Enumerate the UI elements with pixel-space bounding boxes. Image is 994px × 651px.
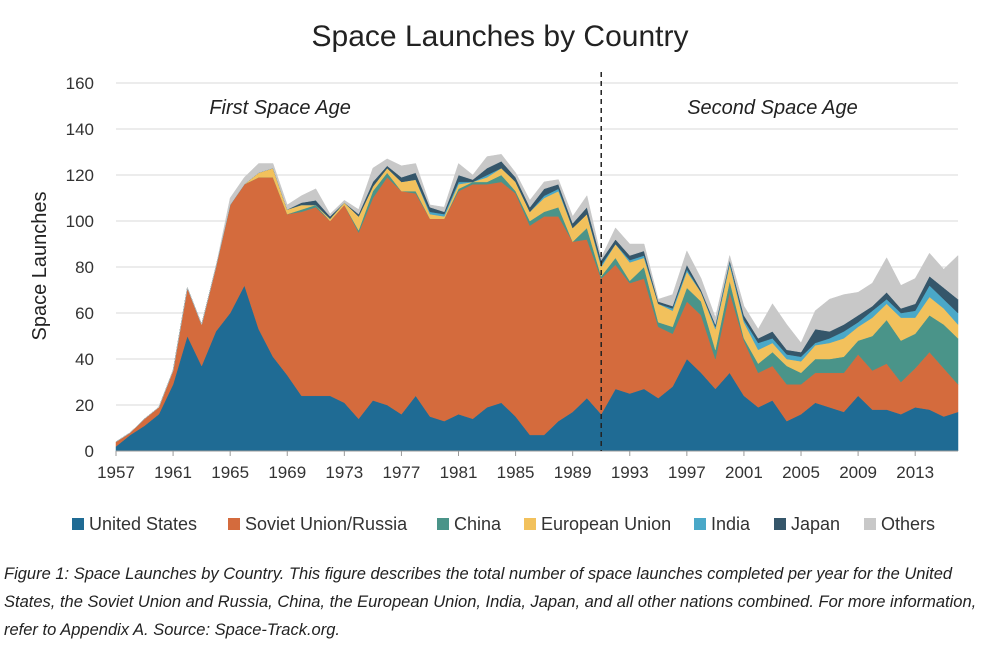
legend-label: Others (881, 514, 935, 534)
chart: Space Launches by Country Space Launches… (29, 20, 959, 534)
legend-swatch (694, 518, 706, 530)
x-tick-label: 1957 (97, 463, 135, 482)
axes: 1957 1961 1965 1969 1973 1977 1981 1985 1989 1993… (97, 450, 958, 482)
figure-caption: Figure 1: Space Launches by Country. Thi… (4, 565, 977, 639)
legend-swatch (437, 518, 449, 530)
x-tick-label: 1985 (497, 463, 535, 482)
x-tick-label: 1997 (668, 463, 706, 482)
y-tick-label: 80 (75, 258, 94, 277)
y-tick-label: 160 (66, 74, 94, 93)
annotations: First Space Age Second Space Age (209, 72, 858, 451)
legend-swatch (864, 518, 876, 530)
legend-label: United States (89, 514, 197, 534)
legend-label: China (454, 514, 502, 534)
legend-label: India (711, 514, 751, 534)
area-others (115, 154, 959, 443)
x-tick-label: 2009 (839, 463, 877, 482)
y-axis-label: Space Launches (29, 191, 51, 340)
chart-title: Space Launches by Country (312, 20, 689, 53)
legend-swatch (72, 518, 84, 530)
legend-swatch (524, 518, 536, 530)
x-tick-label: 2005 (782, 463, 820, 482)
y-tick-label: 100 (66, 212, 94, 231)
stacked-areas (115, 154, 959, 452)
era-label: Second Space Age (687, 97, 858, 119)
x-tick-label: 1965 (211, 463, 249, 482)
legend-label: Soviet Union/Russia (245, 514, 408, 534)
y-tick-label: 120 (66, 166, 94, 185)
legend-label: Japan (791, 514, 840, 534)
y-tick-label: 40 (75, 350, 94, 369)
x-tick-label: 1973 (325, 463, 363, 482)
era-label: First Space Age (209, 97, 351, 119)
x-tick-label: 2013 (896, 463, 934, 482)
x-tick-label: 1993 (611, 463, 649, 482)
x-tick-label: 1989 (554, 463, 592, 482)
legend-swatch (774, 518, 786, 530)
legend-swatch (228, 518, 240, 530)
y-tick-label: 0 (85, 442, 94, 461)
legend: United States Soviet Union/Russia China Eur… (72, 514, 935, 534)
x-tick-label: 1981 (440, 463, 478, 482)
x-tick-label: 1961 (154, 463, 192, 482)
y-tick-label: 20 (75, 396, 94, 415)
x-tick-label: 1977 (383, 463, 421, 482)
legend-label: European Union (541, 514, 671, 534)
y-tick-label: 60 (75, 304, 94, 323)
y-tick-label: 140 (66, 120, 94, 139)
x-tick-label: 1969 (268, 463, 306, 482)
x-tick-label: 2001 (725, 463, 763, 482)
